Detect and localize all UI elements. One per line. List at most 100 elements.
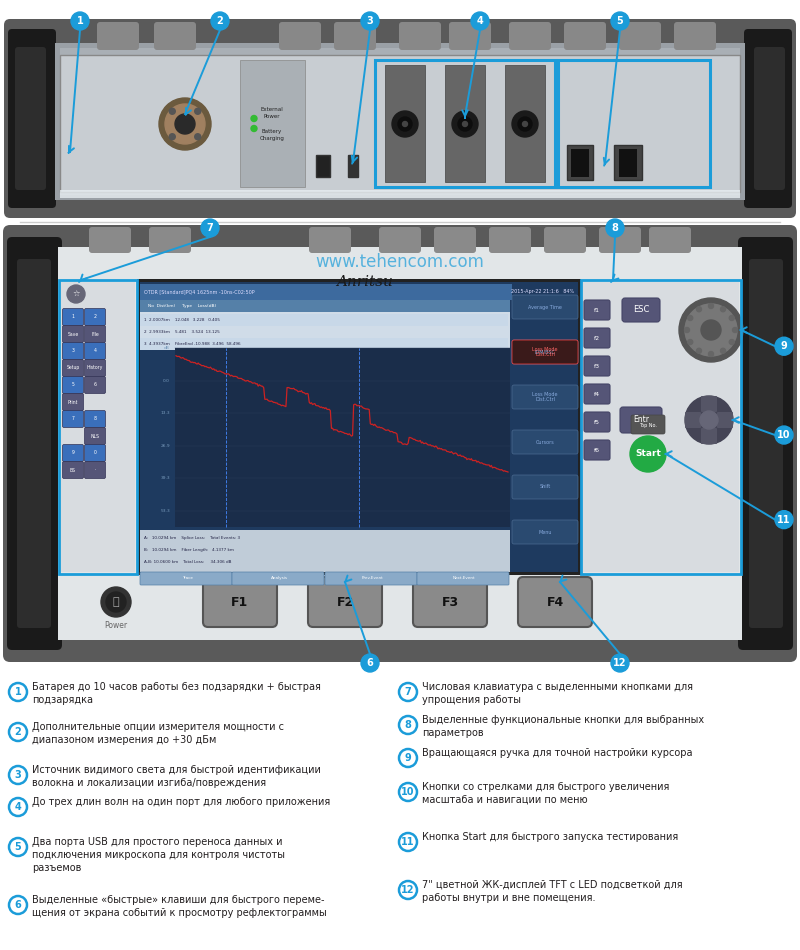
- Circle shape: [175, 114, 195, 134]
- FancyBboxPatch shape: [413, 577, 487, 627]
- Circle shape: [9, 838, 27, 856]
- Text: 10: 10: [402, 787, 414, 797]
- FancyBboxPatch shape: [512, 340, 578, 364]
- Text: Analysis: Analysis: [270, 576, 287, 580]
- Circle shape: [462, 122, 467, 126]
- Text: F1: F1: [231, 596, 249, 609]
- FancyBboxPatch shape: [512, 340, 578, 364]
- Text: 53.3: 53.3: [160, 509, 170, 513]
- Bar: [140, 282, 578, 572]
- Text: 7: 7: [405, 687, 411, 697]
- Bar: [140, 300, 510, 348]
- FancyBboxPatch shape: [85, 343, 106, 359]
- Text: 1: 1: [77, 16, 83, 26]
- Text: 5: 5: [617, 16, 623, 26]
- FancyBboxPatch shape: [62, 359, 83, 376]
- Bar: [59, 280, 137, 574]
- Text: 3: 3: [71, 349, 74, 353]
- FancyBboxPatch shape: [85, 428, 106, 445]
- Text: Trace: Trace: [182, 576, 193, 580]
- FancyBboxPatch shape: [619, 22, 661, 50]
- Text: 2: 2: [94, 314, 97, 319]
- Text: Setup: Setup: [66, 366, 80, 370]
- Circle shape: [721, 307, 726, 312]
- Text: Anritsu: Anritsu: [337, 275, 394, 289]
- FancyBboxPatch shape: [417, 572, 509, 585]
- FancyBboxPatch shape: [309, 227, 351, 253]
- Text: External: External: [261, 107, 283, 112]
- Bar: [240, 60, 305, 187]
- FancyBboxPatch shape: [308, 577, 382, 627]
- FancyBboxPatch shape: [15, 47, 46, 190]
- Circle shape: [165, 104, 205, 144]
- Text: 2015-Apr-22 21:1:6   84%: 2015-Apr-22 21:1:6 84%: [511, 290, 574, 294]
- Circle shape: [211, 12, 229, 30]
- FancyBboxPatch shape: [564, 22, 606, 50]
- Circle shape: [251, 125, 257, 131]
- Text: подключения микроскопа для контроля чистоты: подключения микроскопа для контроля чист…: [32, 850, 285, 860]
- Text: Дополнительные опции измерителя мощности с: Дополнительные опции измерителя мощности…: [32, 722, 284, 732]
- Text: www.tehencom.com: www.tehencom.com: [315, 253, 485, 271]
- Bar: [60, 48, 740, 195]
- FancyBboxPatch shape: [749, 259, 783, 628]
- Text: масштаба и навигации по меню: масштаба и навигации по меню: [422, 795, 588, 805]
- Text: 10: 10: [778, 430, 790, 440]
- Bar: [583, 282, 739, 572]
- Text: разъемов: разъемов: [32, 863, 82, 873]
- Text: ·: ·: [94, 467, 96, 472]
- Bar: [614, 145, 642, 180]
- Circle shape: [170, 134, 175, 140]
- Text: File: File: [91, 332, 99, 336]
- Text: ⏻: ⏻: [113, 597, 119, 607]
- Bar: [505, 65, 545, 182]
- Text: F2: F2: [336, 596, 354, 609]
- Text: Cursors: Cursors: [536, 440, 554, 445]
- Bar: [61, 282, 135, 572]
- FancyBboxPatch shape: [584, 356, 610, 376]
- Circle shape: [159, 98, 211, 150]
- Circle shape: [611, 654, 629, 672]
- FancyBboxPatch shape: [62, 309, 83, 326]
- Bar: [385, 65, 425, 182]
- Bar: [175, 348, 510, 527]
- Text: 8: 8: [94, 416, 97, 422]
- Bar: [348, 155, 358, 177]
- Circle shape: [399, 783, 417, 801]
- Circle shape: [611, 12, 629, 30]
- Circle shape: [106, 592, 126, 612]
- FancyBboxPatch shape: [85, 462, 106, 479]
- Circle shape: [685, 328, 690, 332]
- FancyBboxPatch shape: [744, 29, 792, 208]
- FancyBboxPatch shape: [149, 227, 191, 253]
- FancyBboxPatch shape: [379, 227, 421, 253]
- FancyBboxPatch shape: [7, 237, 62, 650]
- FancyBboxPatch shape: [512, 430, 578, 454]
- Circle shape: [452, 111, 478, 137]
- Circle shape: [9, 766, 27, 784]
- Text: 8: 8: [405, 720, 411, 730]
- Circle shape: [101, 587, 131, 617]
- Circle shape: [471, 12, 489, 30]
- FancyBboxPatch shape: [399, 22, 441, 50]
- Circle shape: [458, 117, 472, 131]
- Text: Выделенные функциональные кнопки для выбранных: Выделенные функциональные кнопки для выб…: [422, 715, 704, 725]
- Text: параметров: параметров: [422, 728, 484, 738]
- Text: Кнопка Start для быстрого запуска тестирования: Кнопка Start для быстрого запуска тестир…: [422, 832, 678, 842]
- Text: Prev.Event: Prev.Event: [361, 576, 383, 580]
- Circle shape: [730, 315, 734, 320]
- FancyBboxPatch shape: [140, 572, 232, 585]
- FancyBboxPatch shape: [17, 259, 51, 628]
- FancyBboxPatch shape: [717, 412, 733, 428]
- Circle shape: [688, 339, 693, 345]
- Circle shape: [700, 411, 718, 429]
- Circle shape: [518, 117, 532, 131]
- Text: 2  2.9933km    5.481    3.524  13.125: 2 2.9933km 5.481 3.524 13.125: [144, 330, 220, 334]
- Text: Два порта USB для простого переноса данных и: Два порта USB для простого переноса данн…: [32, 837, 282, 847]
- FancyBboxPatch shape: [544, 227, 586, 253]
- FancyBboxPatch shape: [8, 29, 56, 208]
- Bar: [140, 314, 508, 326]
- FancyBboxPatch shape: [62, 326, 83, 343]
- Text: щения от экрана событий к просмотру рефлектограммы: щения от экрана событий к просмотру рефл…: [32, 908, 326, 918]
- Bar: [140, 338, 508, 350]
- Circle shape: [775, 426, 793, 444]
